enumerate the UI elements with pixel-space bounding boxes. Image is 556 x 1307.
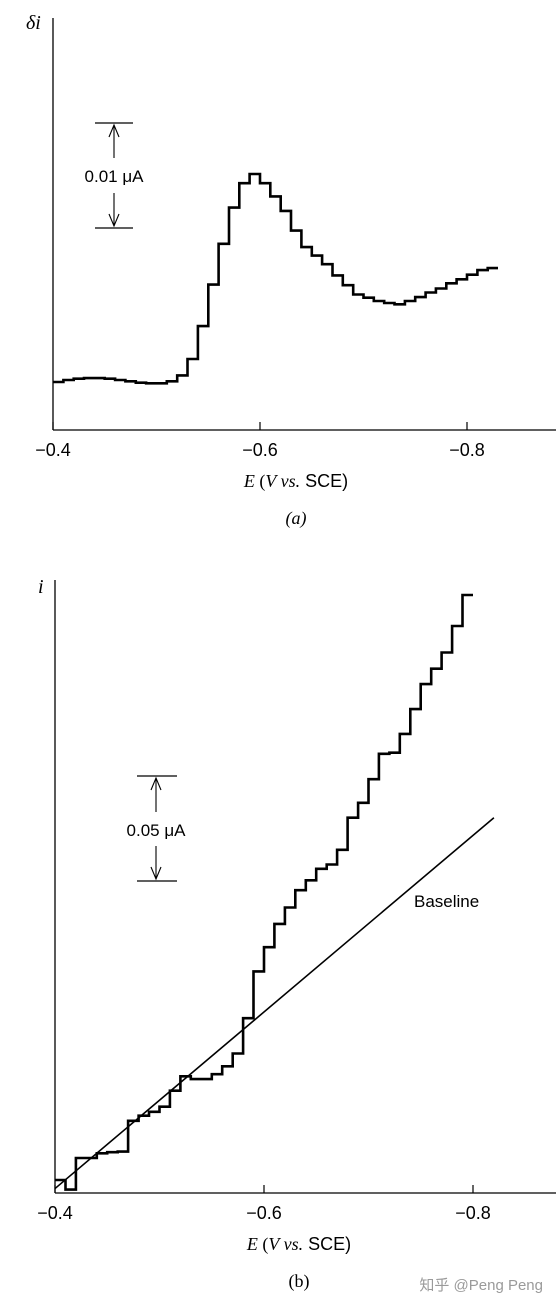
- chart-a-y-label: δi: [26, 12, 41, 34]
- chart-a-x-ticks: −0.4 −0.6 −0.8: [35, 422, 485, 460]
- chart-a-panel-label: (a): [286, 508, 307, 529]
- chart-b-x-tick-label: −0.8: [455, 1203, 491, 1223]
- chart-b-y-label: i: [38, 576, 44, 598]
- chart-a-scale-bar: 0.01 μA: [85, 122, 145, 229]
- chart-b-panel-label: (b): [289, 1271, 310, 1292]
- watermark: 知乎 @Peng Peng: [419, 1277, 543, 1294]
- chart-b-baseline: [54, 817, 495, 1190]
- chart-a: δi −0.4 −0.6 −0.8 0.01 μA E (V vs. SCE) (a…: [26, 12, 556, 529]
- chart-a-series-line: [53, 172, 498, 385]
- chart-b-scale-bar-label: 0.05 μA: [127, 821, 187, 840]
- chart-b: i −0.4 −0.6 −0.8 0.05 μA Baseline E (V vs.…: [37, 576, 556, 1292]
- chart-a-x-tick-label: −0.8: [449, 440, 485, 460]
- chart-b-scale-arrowhead-up: [150, 776, 162, 791]
- chart-a-scale-arrowhead-up: [108, 123, 120, 138]
- chart-a-x-tick-label: −0.4: [35, 440, 71, 460]
- chart-a-scale-arrowhead-down: [108, 213, 120, 228]
- chart-b-scale-bar: 0.05 μA: [127, 775, 187, 882]
- chart-b-series-line: [55, 593, 473, 1191]
- chart-a-scale-bar-label: 0.01 μA: [85, 167, 145, 186]
- chart-b-scale-arrowhead-down: [150, 866, 162, 881]
- chart-b-x-ticks: −0.4 −0.6 −0.8: [37, 1185, 491, 1223]
- chart-b-x-label: E (V vs. SCE): [246, 1234, 351, 1255]
- chart-a-x-tick-label: −0.6: [242, 440, 278, 460]
- chart-b-baseline-label: Baseline: [414, 892, 479, 911]
- chart-b-x-tick-label: −0.6: [246, 1203, 282, 1223]
- chart-a-x-label: E (V vs. SCE): [243, 471, 348, 492]
- chart-b-x-tick-label: −0.4: [37, 1203, 73, 1223]
